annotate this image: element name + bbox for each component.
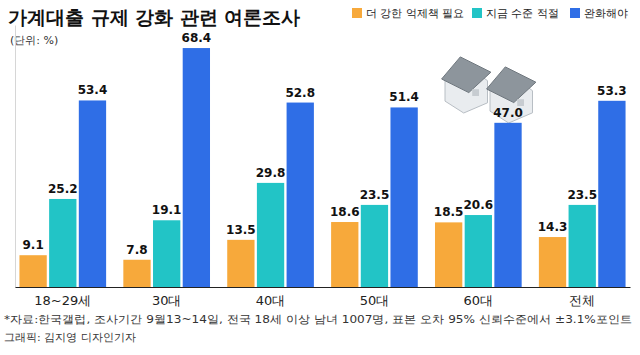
bar: [569, 205, 596, 287]
data-label: 51.4: [389, 90, 419, 104]
legend-item: 더 강한 억제책 필요: [352, 7, 465, 20]
subtitle: (단위: %): [10, 34, 58, 47]
bar: [79, 100, 106, 287]
data-label: 23.5: [360, 188, 390, 202]
data-labels: 9.1 7.8 13.5 18.6 18.5 14.3 25.2 19.1 29.8 23.5 20…: [22, 31, 626, 257]
x-tick: 18~29세: [34, 287, 91, 308]
data-label: 25.2: [48, 182, 78, 196]
x-axis-line: [16, 287, 631, 288]
data-label: 53.3: [597, 84, 627, 98]
data-label: 19.1: [152, 203, 182, 217]
bar: [287, 103, 314, 287]
data-label: 53.4: [78, 83, 108, 97]
legend-label: 지금 수준 적절: [486, 7, 559, 20]
x-tick-label: 40대: [256, 293, 286, 308]
legend: 더 강한 억제책 필요 지금 수준 적절 완화해야: [352, 7, 628, 20]
legend-label: 더 강한 억제책 필요: [366, 7, 465, 20]
x-tick-label: 60대: [464, 293, 494, 308]
bar: [598, 101, 625, 287]
bar: [49, 199, 76, 287]
legend-item: 완화해야: [570, 7, 628, 20]
legend-swatch: [352, 8, 362, 18]
y-axis: [15, 26, 16, 288]
legend-item: 지금 수준 적절: [472, 7, 559, 20]
bars: [19, 48, 625, 287]
x-axis: 18~29세 30대 40대 50대 60대 전체: [16, 287, 631, 308]
data-label: 9.1: [22, 238, 43, 252]
x-tick: 30대: [152, 287, 182, 308]
x-tick-label: 30대: [152, 293, 182, 308]
data-label: 18.5: [434, 205, 464, 219]
x-tick: 전체: [569, 287, 595, 308]
bar: [465, 215, 492, 287]
bar: [257, 183, 284, 287]
data-label: 68.4: [182, 31, 212, 45]
house-roof: [442, 57, 491, 93]
bar: [435, 222, 462, 287]
bar: [227, 240, 254, 287]
bar: [183, 48, 210, 287]
data-label: 29.8: [256, 166, 286, 180]
bar: [539, 237, 566, 287]
notes: *자료:한국갤럽, 조사기간 9월13~14일, 전국 18세 이상 남녀 10…: [4, 313, 632, 344]
data-label: 23.5: [567, 188, 597, 202]
legend-swatch: [472, 8, 482, 18]
bar: [494, 123, 521, 287]
bar: [123, 260, 150, 287]
title: 가계대출 규제 강화 관련 여론조사: [8, 6, 300, 28]
x-tick-label: 18~29세: [34, 293, 91, 308]
bar: [331, 222, 358, 287]
data-label: 14.3: [538, 220, 568, 234]
note: 그래픽: 김지영 디자인기자: [4, 331, 136, 344]
x-tick: 40대: [256, 287, 286, 308]
bar: [19, 255, 46, 287]
bar: [361, 205, 388, 287]
house-icon: [442, 57, 536, 123]
bar: [153, 220, 180, 287]
x-tick-label: 전체: [569, 293, 595, 308]
note: *자료:한국갤럽, 조사기간 9월13~14일, 전국 18세 이상 남녀 10…: [4, 313, 632, 326]
data-label: 18.6: [330, 205, 360, 219]
x-tick: 50대: [360, 287, 390, 308]
house-window: [472, 89, 479, 96]
data-label: 52.8: [285, 86, 315, 100]
chart: 가계대출 규제 강화 관련 여론조사 (단위: %) 더 강한 억제책 필요 지금 수…: [0, 0, 640, 355]
legend-label: 완화해야: [584, 7, 628, 20]
bar: [390, 107, 417, 287]
house-roof: [487, 67, 536, 103]
y-axis-line: [15, 26, 16, 288]
x-tick-label: 50대: [360, 293, 390, 308]
data-label: 47.0: [493, 106, 523, 120]
data-label: 7.8: [126, 243, 147, 257]
data-label: 20.6: [464, 198, 494, 212]
x-tick: 60대: [464, 287, 494, 308]
legend-swatch: [570, 8, 580, 18]
data-label: 13.5: [226, 223, 256, 237]
